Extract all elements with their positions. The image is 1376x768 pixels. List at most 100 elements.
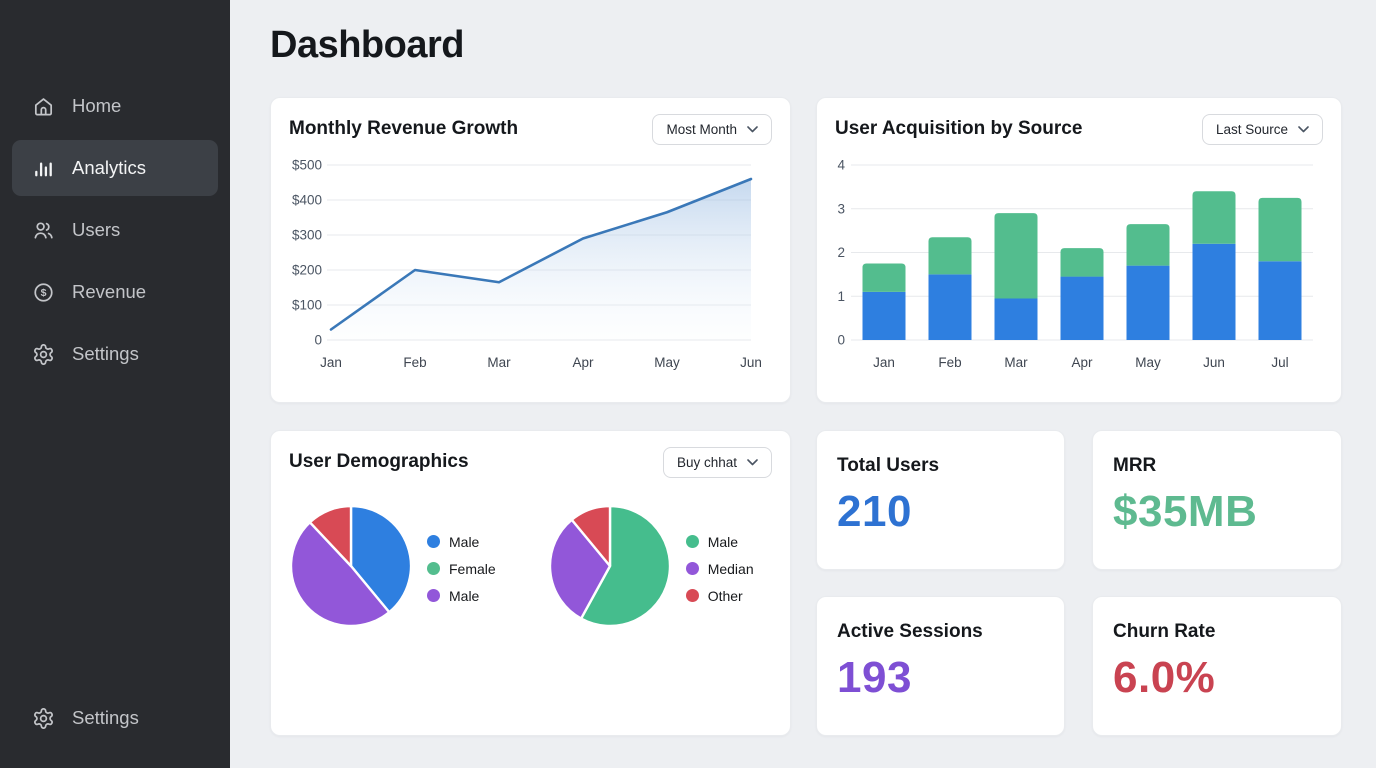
home-icon [34, 97, 53, 116]
sidebar-item-home[interactable]: Home [12, 78, 218, 134]
legend-item: Male [685, 534, 754, 550]
gear-icon [34, 343, 53, 365]
svg-text:4: 4 [837, 158, 845, 173]
svg-text:$200: $200 [292, 263, 322, 278]
legend-item: Other [685, 587, 754, 604]
demographics-card-header: User Demographics Buy chhat [289, 446, 772, 478]
demographics-body: Male Female Male Male Median Other [289, 504, 772, 633]
svg-text:Feb: Feb [403, 355, 426, 370]
revenue-filter-dropdown[interactable]: Most Month [652, 113, 772, 145]
sidebar-item-revenue[interactable]: $ Revenue [12, 264, 218, 320]
pie-group-2: Male Median Other [548, 504, 754, 633]
svg-text:Apr: Apr [572, 355, 594, 370]
stat-value: 6.0% [1113, 653, 1216, 702]
svg-text:May: May [1135, 355, 1161, 370]
sidebar-item-analytics[interactable]: Analytics [12, 140, 218, 196]
stat-value: 193 [837, 653, 912, 702]
chevron-down-icon [1298, 125, 1309, 132]
acquisition-card-title: User Acquisition by Source [835, 118, 1083, 139]
stat-grid: Total Users 210 MRR $35MB Active Session… [816, 430, 1342, 736]
page-title: Dashboard [270, 24, 464, 66]
legend-item: Female [427, 561, 496, 577]
acquisition-card-header: User Acquisition by Source Last Source [835, 113, 1323, 145]
demographics-pie-chart-1 [289, 504, 413, 633]
svg-text:Jan: Jan [873, 355, 895, 370]
legend-label: Male [449, 587, 480, 604]
users-icon [34, 221, 53, 239]
bar-chart-icon [35, 162, 52, 176]
legend-item: Male [427, 534, 496, 550]
legend-label: Male [449, 533, 480, 550]
svg-text:Jun: Jun [740, 355, 762, 370]
pie-legend-2: Male Median Other [685, 534, 754, 604]
svg-text:Mar: Mar [1004, 355, 1028, 370]
stat-card-mrr: MRR $35MB [1092, 430, 1342, 570]
acquisition-filter-label: Last Source [1215, 121, 1288, 137]
sidebar-item-label: Home [72, 95, 122, 116]
main-content: Dashboard Monthly Revenue Growth Most Mo… [230, 0, 1376, 768]
stat-label: Churn Rate [1113, 621, 1216, 642]
svg-text:Feb: Feb [938, 355, 961, 370]
legend-label: Other [707, 587, 743, 604]
svg-text:2: 2 [837, 245, 845, 260]
stat-label: Total Users [837, 455, 940, 476]
sidebar-item-label: Settings [72, 707, 139, 728]
sidebar-item-label: Settings [72, 343, 139, 364]
svg-text:$300: $300 [292, 228, 322, 243]
legend-dot [685, 589, 699, 602]
acquisition-card: User Acquisition by Source Last Source 0… [816, 97, 1342, 403]
acquisition-bar-chart: 0 1 2 3 4 Jan Feb Mar Apr May Jun Jul [835, 149, 1323, 389]
revenue-area-chart: 0 $100 $200 $300 $400 $500 Jan Feb Mar Apr May Jun [289, 149, 772, 389]
demographics-card: User Demographics Buy chhat Male Female Ma… [270, 430, 791, 736]
dollar-circle-icon: $ [34, 282, 53, 302]
svg-text:$500: $500 [292, 158, 322, 173]
pie-group-1: Male Female Male [289, 504, 496, 633]
demographics-filter-dropdown[interactable]: Buy chhat [662, 446, 772, 478]
revenue-filter-label: Most Month [666, 121, 737, 137]
demographics-filter-label: Buy chhat [676, 454, 737, 470]
sidebar-footer: Settings [12, 690, 218, 746]
svg-text:0: 0 [837, 333, 845, 348]
stat-label: MRR [1113, 455, 1157, 476]
pie-legend-1: Male Female Male [427, 534, 496, 604]
legend-dot [427, 535, 440, 548]
svg-text:Apr: Apr [1071, 355, 1093, 370]
legend-dot [427, 589, 440, 602]
svg-text:May: May [654, 355, 680, 370]
svg-text:$100: $100 [292, 298, 322, 313]
stat-value: 210 [837, 487, 912, 536]
svg-text:Jul: Jul [1271, 355, 1288, 370]
svg-text:0: 0 [314, 333, 322, 348]
stat-card-total-users: Total Users 210 [816, 430, 1065, 570]
stat-card-active-sessions: Active Sessions 193 [816, 596, 1065, 736]
gear-icon [34, 707, 53, 729]
svg-text:$400: $400 [292, 193, 322, 208]
sidebar-footer-item-settings[interactable]: Settings [12, 690, 218, 746]
chevron-down-icon [747, 458, 758, 465]
svg-text:Mar: Mar [487, 355, 511, 370]
sidebar-item-label: Revenue [72, 281, 147, 302]
legend-label: Female [449, 560, 496, 577]
svg-text:Jun: Jun [1203, 355, 1225, 370]
sidebar: Home Analytics Users $ [0, 0, 230, 768]
legend-item: Male [427, 588, 496, 604]
sidebar-item-users[interactable]: Users [12, 202, 218, 258]
sidebar-item-settings[interactable]: Settings [12, 326, 218, 382]
revenue-card: Monthly Revenue Growth Most Month 0 $100 $… [270, 97, 791, 403]
legend-dot [427, 562, 440, 575]
svg-text:3: 3 [837, 201, 845, 216]
stat-card-churn-rate: Churn Rate 6.0% [1092, 596, 1342, 736]
stat-value: $35MB [1113, 487, 1258, 536]
svg-text:Jan: Jan [320, 355, 342, 370]
chevron-down-icon [747, 125, 758, 132]
sidebar-item-label: Users [72, 219, 121, 240]
legend-label: Median [707, 560, 754, 577]
acquisition-filter-dropdown[interactable]: Last Source [1201, 113, 1323, 145]
demographics-card-title: User Demographics [289, 451, 469, 472]
demographics-pie-chart-2 [548, 504, 672, 633]
revenue-card-title: Monthly Revenue Growth [289, 118, 519, 139]
svg-text:$: $ [41, 287, 47, 299]
legend-item: Median [685, 560, 754, 577]
stat-label: Active Sessions [837, 621, 983, 642]
